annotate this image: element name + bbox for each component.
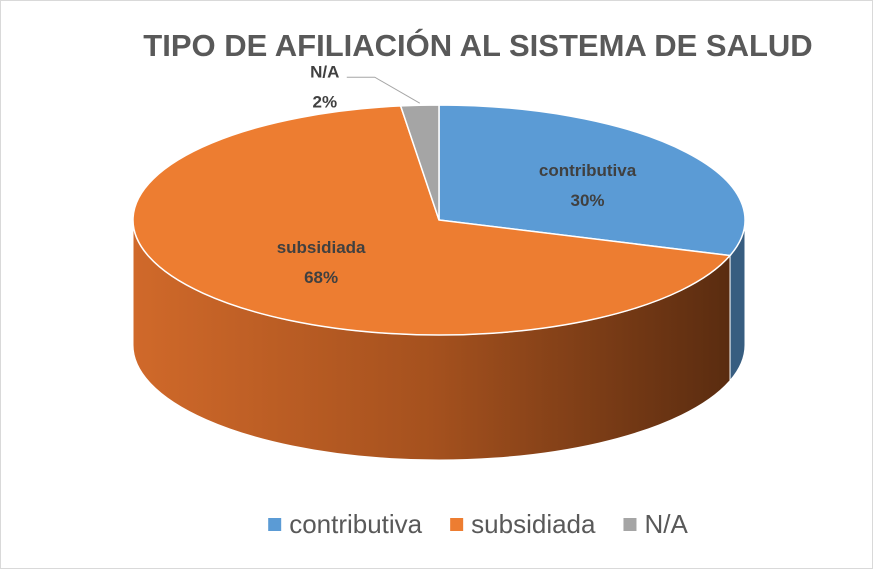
data-label-name: contributiva: [539, 161, 637, 180]
legend-label: subsidiada: [471, 509, 596, 539]
slice: [399, 104, 440, 221]
chart-title: TIPO DE AFILIACIÓN AL SISTEMA DE SALUD: [143, 27, 812, 63]
data-label-value: 2%: [312, 93, 337, 112]
legend-swatch: [268, 518, 282, 531]
legend-swatch: [623, 518, 637, 531]
slice: [132, 105, 732, 336]
data-label-name: subsidiada: [277, 238, 366, 257]
legend-label: contributiva: [289, 509, 422, 539]
data-label-value: 68%: [304, 268, 338, 287]
leader-line: [346, 76, 421, 104]
data-label-name: N/A: [310, 63, 339, 82]
data-label-value: 30%: [571, 191, 605, 210]
legend-label: N/A: [644, 509, 688, 539]
legend-swatch: [450, 518, 464, 531]
slice: [438, 104, 746, 257]
